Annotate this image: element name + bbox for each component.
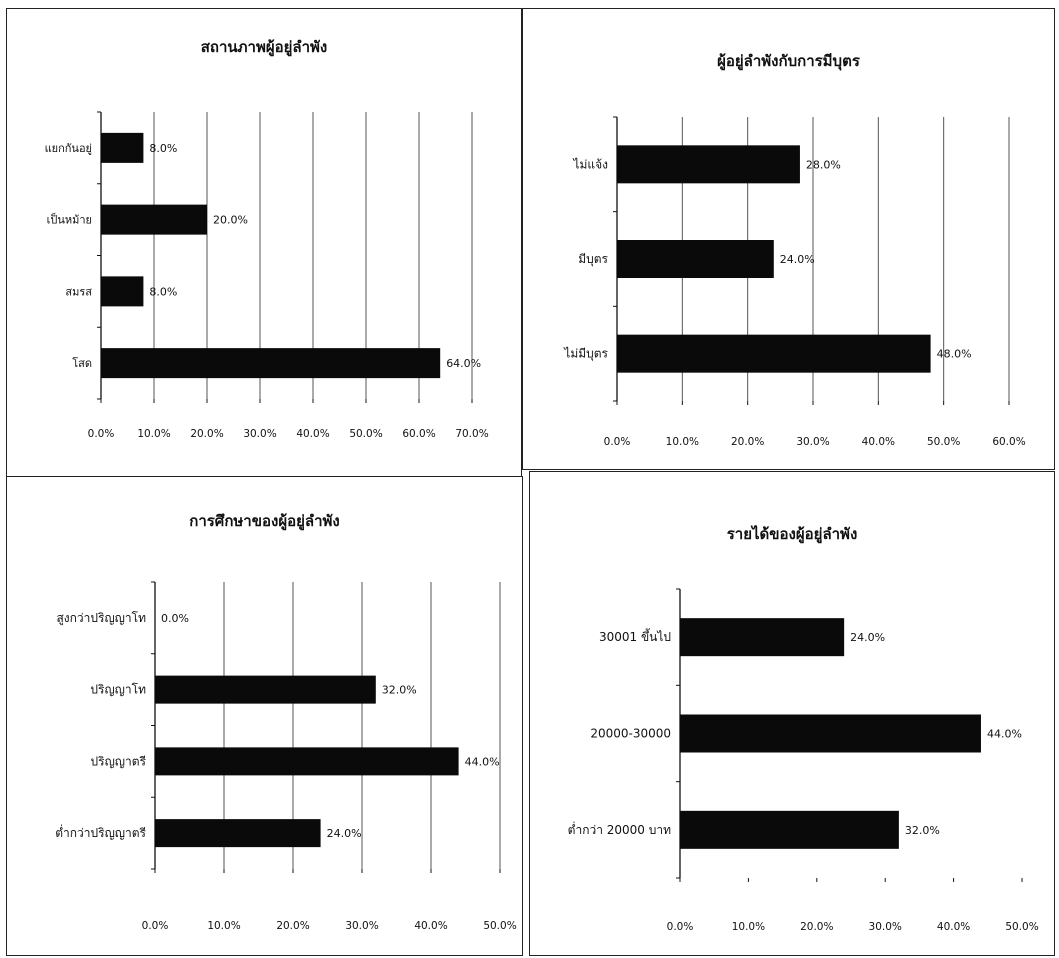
x-tick-label: 0.0% [88, 428, 115, 440]
bar [101, 204, 207, 235]
data-label: 20.0% [213, 214, 248, 227]
x-tick-label: 10.0% [207, 920, 240, 932]
x-tick-label: 10.0% [666, 436, 699, 448]
category-label: ต่ำกว่าปริญญาตรี [55, 824, 146, 840]
bar [680, 810, 899, 849]
x-tick-label: 40.0% [296, 428, 329, 440]
x-tick-label: 40.0% [862, 436, 895, 448]
x-tick-label: 30.0% [243, 428, 276, 440]
chart-title: การศึกษาของผู้อยู่ลำพัง [189, 512, 340, 530]
data-label: 24.0% [327, 827, 362, 840]
x-tick-label: 60.0% [992, 436, 1025, 448]
category-label: โสด [72, 356, 92, 370]
chart-panel-marital-status: สถานภาพผู้อยู่ลำพัง แยกกันอยู่ 8.0% เป็นหม… [6, 8, 522, 478]
bar [101, 348, 441, 379]
data-label: 24.0% [780, 253, 815, 266]
x-tick-label: 20.0% [800, 921, 833, 933]
x-tick-label: 40.0% [937, 921, 970, 933]
x-tick-label: 30.0% [796, 436, 829, 448]
bar-chart: แยกกันอยู่ 8.0% เป็นหม้าย 20.0% สมรส 8.0% โสด 6… [45, 111, 489, 440]
data-label: 44.0% [465, 755, 500, 768]
data-label: 24.0% [850, 631, 885, 644]
data-label: 28.0% [806, 158, 841, 171]
bar-chart: ไม่แจ้ง 28.0% มีบุตร 24.0% ไม่มีบุตร 48.0% 0.0… [563, 116, 1026, 448]
bar [101, 132, 144, 163]
x-tick-label: 50.0% [349, 428, 382, 440]
bar [617, 334, 931, 373]
x-tick-label: 50.0% [1005, 921, 1038, 933]
chart-title: สถานภาพผู้อยู่ลำพัง [200, 38, 328, 56]
bar [617, 145, 800, 184]
chart-panel-education: การศึกษาของผู้อยู่ลำพัง สูงกว่าปริญญาโท 0… [6, 476, 523, 956]
category-label: แยกกันอยู่ [45, 142, 92, 155]
chart-title: รายได้ของผู้อยู่ลำพัง [726, 525, 858, 543]
bar [155, 675, 376, 704]
category-label: ต่ำกว่า 20000 บาท [568, 821, 671, 837]
category-label: สมรส [65, 285, 92, 298]
x-tick-label: 30.0% [345, 920, 378, 932]
bar-chart: 30001 ขึ้นไป 24.0% 20000-30000 44.0% ต่ำกว่า… [568, 588, 1039, 933]
data-label: 48.0% [937, 348, 972, 361]
x-tick-label: 40.0% [414, 920, 447, 932]
category-label: เป็นหม้าย [47, 213, 92, 227]
data-label: 32.0% [382, 684, 417, 697]
x-tick-label: 20.0% [731, 436, 764, 448]
data-label: 0.0% [161, 612, 189, 625]
chart-panel-children: ผู้อยู่ลำพังกับการมีบุตร ไม่แจ้ง 28.0% มีบ… [522, 8, 1055, 470]
data-label: 8.0% [149, 285, 177, 298]
data-label: 8.0% [149, 142, 177, 155]
category-label: ปริญญาโท [90, 683, 146, 697]
bar [680, 714, 981, 753]
category-label: 20000-30000 [590, 727, 671, 741]
data-label: 64.0% [446, 357, 481, 370]
data-label: 44.0% [987, 728, 1022, 741]
category-label: สูงกว่าปริญญาโท [56, 611, 146, 626]
category-label: มีบุตร [578, 252, 608, 267]
x-tick-label: 30.0% [869, 921, 902, 933]
bar [101, 276, 144, 307]
chart-panel-income: รายได้ของผู้อยู่ลำพัง 30001 ขึ้นไป 24.0% 2… [529, 471, 1055, 956]
category-label: 30001 ขึ้นไป [599, 628, 671, 644]
x-tick-label: 20.0% [276, 920, 309, 932]
category-label: ปริญญาตรี [91, 754, 147, 768]
x-tick-label: 0.0% [604, 436, 631, 448]
data-label: 32.0% [905, 824, 940, 837]
x-tick-label: 50.0% [927, 436, 960, 448]
bar [155, 747, 459, 776]
x-tick-label: 10.0% [137, 428, 170, 440]
x-tick-label: 60.0% [402, 428, 435, 440]
category-label: ไม่แจ้ง [572, 157, 608, 171]
category-label: ไม่มีบุตร [563, 347, 608, 362]
x-tick-label: 50.0% [483, 920, 516, 932]
chart-title: ผู้อยู่ลำพังกับการมีบุตร [717, 52, 860, 70]
x-tick-label: 0.0% [142, 920, 169, 932]
bar-chart: สูงกว่าปริญญาโท 0.0% ปริญญาโท 32.0% ปริญญาตร… [55, 581, 517, 932]
x-tick-label: 70.0% [455, 428, 488, 440]
bar [155, 819, 321, 848]
x-tick-label: 0.0% [667, 921, 694, 933]
bar [680, 618, 845, 657]
x-tick-label: 10.0% [732, 921, 765, 933]
x-tick-label: 20.0% [190, 428, 223, 440]
bar [617, 240, 774, 278]
